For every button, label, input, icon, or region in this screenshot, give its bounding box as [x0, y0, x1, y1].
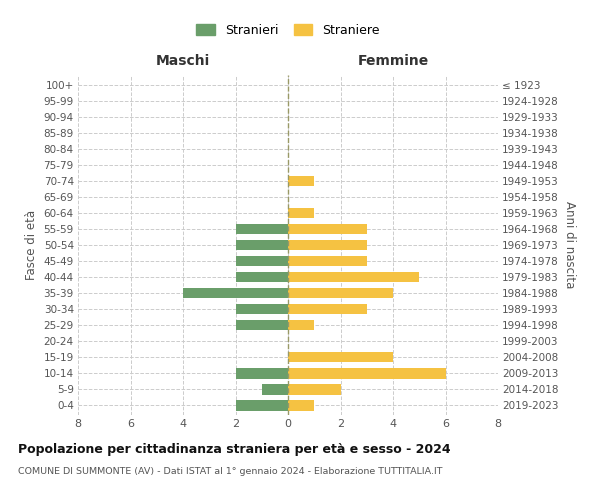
Legend: Stranieri, Straniere: Stranieri, Straniere [193, 20, 383, 40]
Bar [235, 304, 288, 314]
Bar [288, 208, 314, 218]
Bar [288, 224, 367, 234]
Y-axis label: Anni di nascita: Anni di nascita [563, 202, 575, 288]
Bar [235, 224, 288, 234]
Bar [235, 256, 288, 266]
Bar [235, 320, 288, 330]
Y-axis label: Fasce di età: Fasce di età [25, 210, 38, 280]
Bar [288, 400, 314, 410]
Bar [288, 256, 367, 266]
Text: Maschi: Maschi [156, 54, 210, 68]
Bar [262, 384, 288, 394]
Bar [288, 176, 314, 186]
Bar [288, 272, 419, 282]
Text: Popolazione per cittadinanza straniera per età e sesso - 2024: Popolazione per cittadinanza straniera p… [18, 442, 451, 456]
Bar [288, 304, 367, 314]
Bar [183, 288, 288, 298]
Bar [288, 384, 341, 394]
Text: COMUNE DI SUMMONTE (AV) - Dati ISTAT al 1° gennaio 2024 - Elaborazione TUTTITALI: COMUNE DI SUMMONTE (AV) - Dati ISTAT al … [18, 468, 443, 476]
Bar [235, 240, 288, 250]
Bar [288, 352, 393, 362]
Bar [235, 368, 288, 378]
Bar [288, 288, 393, 298]
Bar [288, 240, 367, 250]
Bar [288, 368, 445, 378]
Bar [288, 320, 314, 330]
Text: Femmine: Femmine [358, 54, 428, 68]
Bar [235, 272, 288, 282]
Bar [235, 400, 288, 410]
